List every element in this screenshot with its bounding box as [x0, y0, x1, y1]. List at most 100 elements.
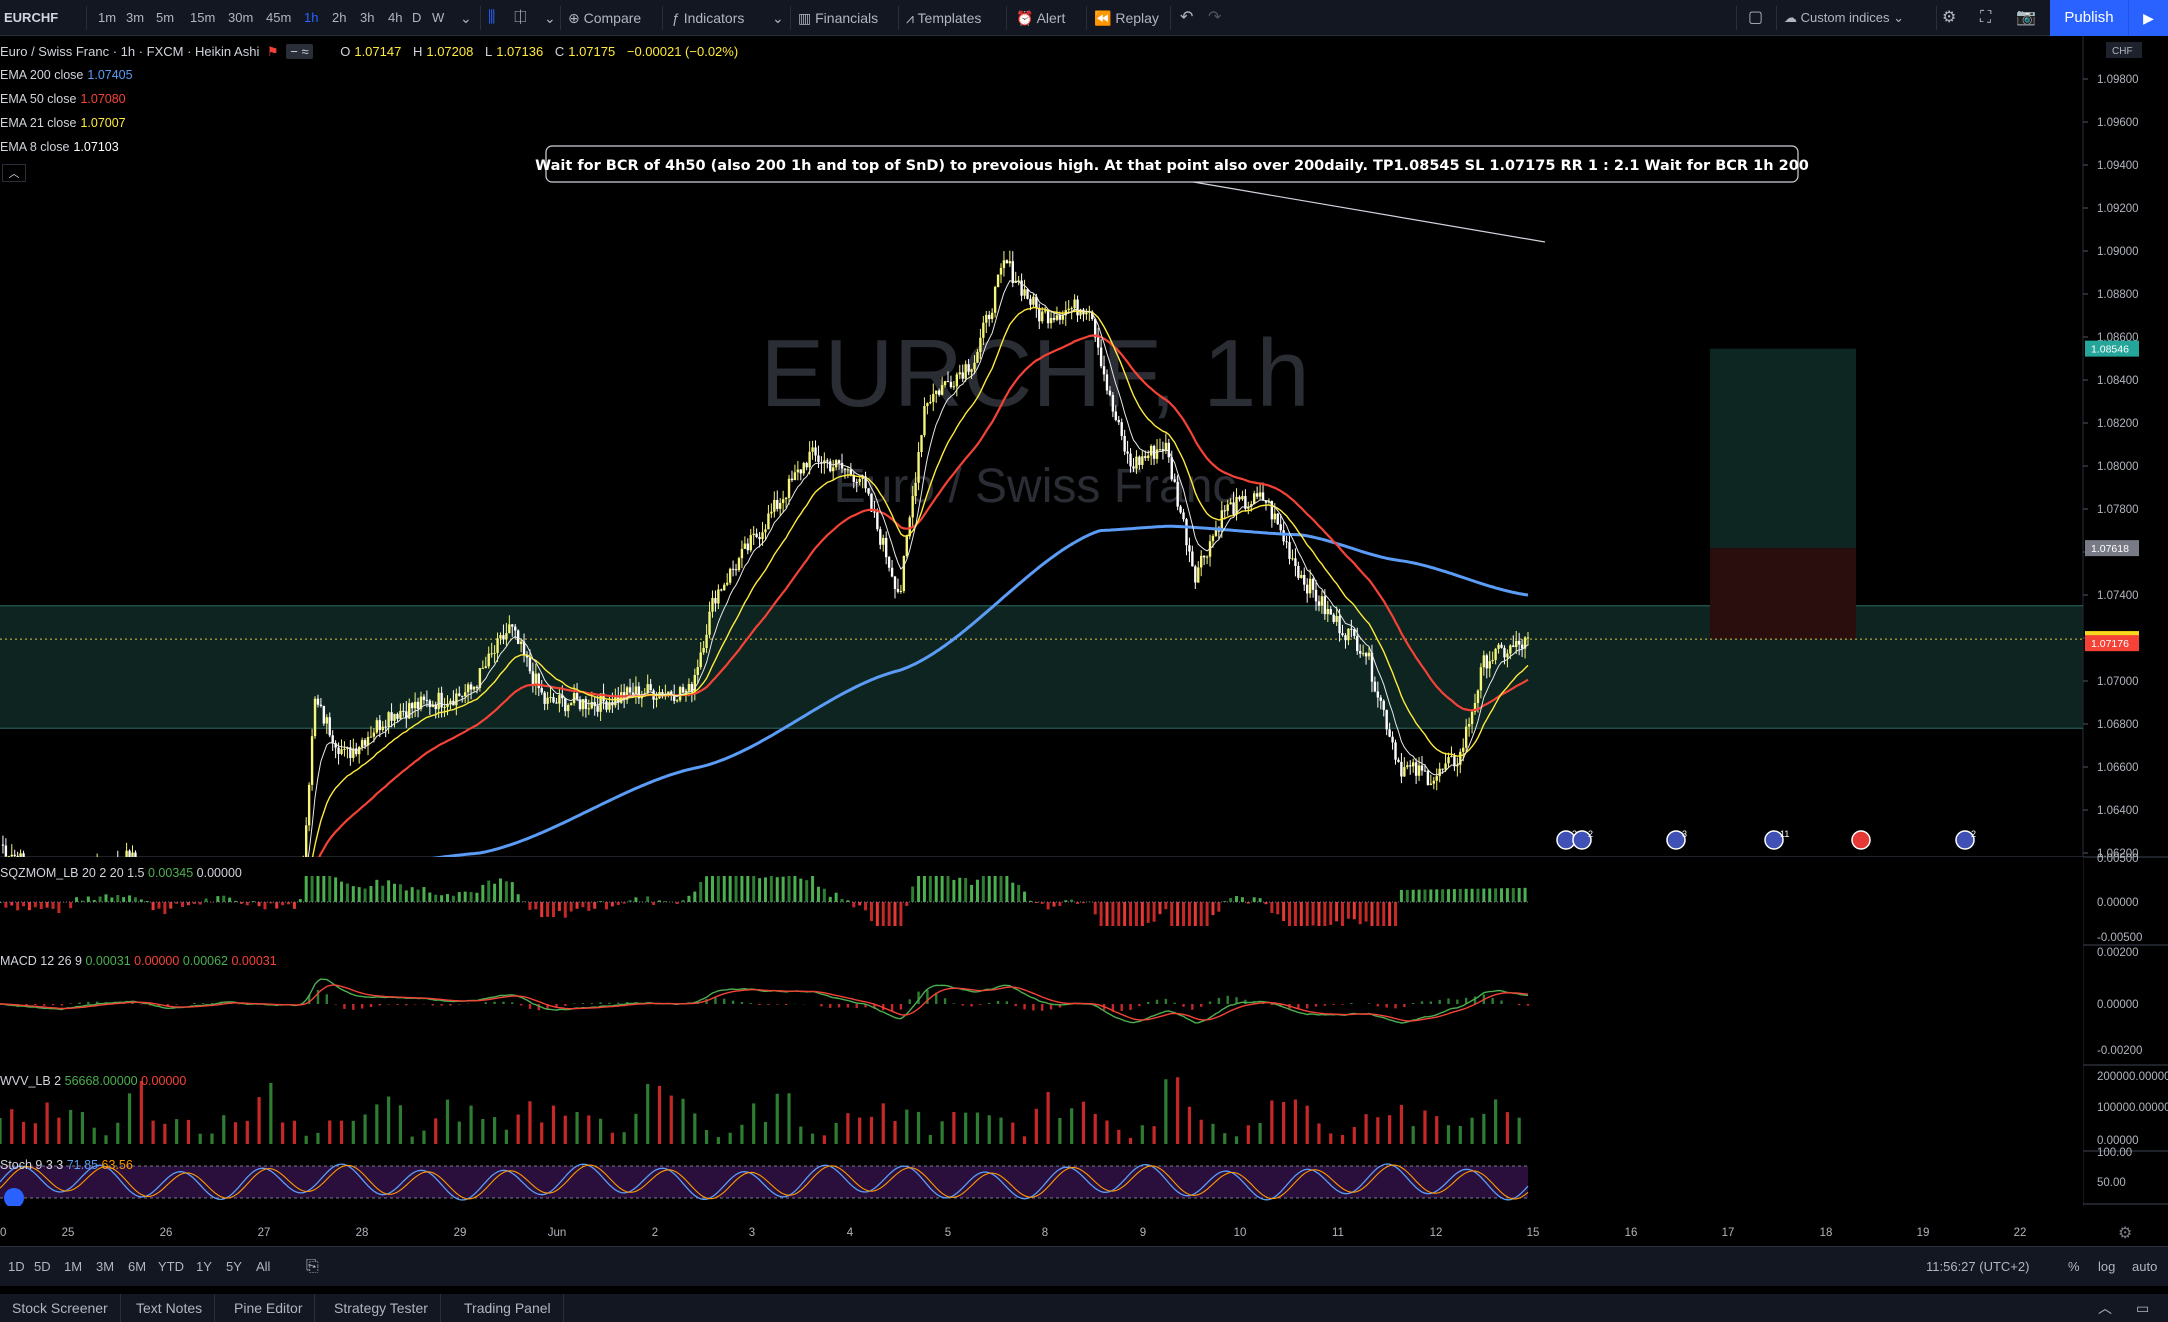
- play-circle-icon[interactable]: ▶: [2128, 0, 2168, 36]
- auto-toggle[interactable]: auto: [2132, 1259, 2158, 1274]
- ema50-legend[interactable]: EMA 50 close 1.07080: [0, 92, 130, 106]
- interval-button[interactable]: D: [412, 10, 422, 25]
- interval-button[interactable]: W: [432, 10, 445, 25]
- candle-body: [355, 748, 358, 755]
- candle-body: [764, 529, 767, 533]
- clock-readout[interactable]: 11:56:27 (UTC+2): [1926, 1259, 2030, 1274]
- range-button[interactable]: All: [256, 1259, 271, 1274]
- candle-body: [867, 488, 870, 494]
- candle-body: [1197, 567, 1200, 583]
- wvv-bar: [222, 1115, 226, 1144]
- wvv-bar: [422, 1130, 426, 1144]
- range-button[interactable]: 5D: [34, 1259, 51, 1274]
- camera-icon[interactable]: 📷: [2016, 9, 2036, 26]
- bottom-tab[interactable]: Text Notes: [124, 1294, 216, 1322]
- compare-button[interactable]: ⊕ Compare: [568, 0, 641, 36]
- range-button[interactable]: YTD: [158, 1259, 184, 1274]
- percent-toggle[interactable]: %: [2068, 1259, 2080, 1274]
- log-toggle[interactable]: log: [2098, 1259, 2116, 1274]
- calendar-icon[interactable]: ⎘: [306, 1258, 319, 1275]
- candle-body: [422, 696, 426, 700]
- ema8-legend[interactable]: EMA 8 close 1.07103: [0, 140, 123, 154]
- sqz-bar: [1176, 902, 1180, 926]
- candle-body: [1503, 647, 1506, 658]
- legend-toggle-icon[interactable]: ︿: [2, 164, 26, 182]
- range-button[interactable]: 3M: [96, 1259, 115, 1274]
- financials-button[interactable]: ▥ Financials: [798, 0, 878, 36]
- bottom-tab[interactable]: Strategy Tester: [322, 1294, 441, 1322]
- bottom-tab[interactable]: Stock Screener: [0, 1294, 121, 1322]
- indicators-label: Indicators: [683, 10, 745, 26]
- indicators-dropdown-icon[interactable]: ⌄: [772, 10, 784, 26]
- candle-body: [1420, 765, 1424, 771]
- ema200-legend[interactable]: EMA 200 close 1.07405: [0, 68, 137, 82]
- sqz-bar: [610, 902, 614, 907]
- bar-style-icon[interactable]: ⫼: [488, 9, 496, 26]
- macd-tick-label: -0.00200: [2097, 1045, 2142, 1057]
- wvv-bar: [952, 1112, 956, 1144]
- stoch-legend[interactable]: Stoch 9 3 3 71.85 63.56: [0, 1158, 133, 1172]
- candle-body: [428, 700, 432, 708]
- sqz-bar: [534, 902, 538, 910]
- interval-button[interactable]: 5m: [156, 10, 175, 25]
- interval-button[interactable]: 30m: [228, 10, 254, 25]
- sqz-bar: [1276, 902, 1280, 915]
- range-button[interactable]: 1D: [8, 1259, 25, 1274]
- range-button[interactable]: 5Y: [226, 1259, 242, 1274]
- alert-button[interactable]: ⏰ Alert: [1016, 0, 1065, 36]
- candle-body: [1350, 628, 1353, 630]
- fullscreen-icon[interactable]: ⛶: [1980, 9, 1992, 26]
- callout-text[interactable]: Wait for BCR of 4h50 (also 200 1h and to…: [535, 158, 1809, 174]
- replay-button[interactable]: ⏪ Replay: [1094, 0, 1159, 36]
- symbol-search[interactable]: EURCHF: [4, 10, 59, 25]
- interval-button[interactable]: 4h: [388, 10, 403, 25]
- settings-gear-icon[interactable]: ⚙: [2118, 1225, 2132, 1242]
- interval-button[interactable]: 3m: [126, 10, 145, 25]
- legend-collapse-icon[interactable]: − ≈: [286, 44, 313, 59]
- ema21-legend[interactable]: EMA 21 close 1.07007: [0, 116, 130, 130]
- interval-button[interactable]: 1h: [304, 10, 319, 25]
- range-button[interactable]: 1Y: [196, 1259, 212, 1274]
- interval-button[interactable]: 3h: [360, 10, 375, 25]
- chart-area[interactable]: EURCHF, 1h Euro / Swiss Franc Wait for BCR…: [0, 36, 2168, 1246]
- interval-button[interactable]: 45m: [266, 10, 292, 25]
- publish-button[interactable]: Publish: [2050, 0, 2128, 36]
- range-button[interactable]: 6M: [128, 1259, 147, 1274]
- bottom-tab[interactable]: Pine Editor: [222, 1294, 316, 1322]
- maximize-panel-icon[interactable]: ▭: [2136, 1300, 2150, 1316]
- interval-button[interactable]: 15m: [190, 10, 216, 25]
- range-button[interactable]: 1M: [64, 1259, 83, 1274]
- undo-icon[interactable]: ↶: [1180, 9, 1194, 26]
- main-series-legend[interactable]: Euro / Swiss Franc · 1h · FXCM · Heikin …: [0, 44, 742, 60]
- gear-icon[interactable]: ⚙: [1942, 9, 1957, 26]
- candle-body: [1406, 765, 1409, 768]
- candle-body: [770, 511, 773, 514]
- candle-body: [1135, 456, 1138, 469]
- chart-type-dropdown-icon[interactable]: ⌄: [544, 10, 556, 26]
- indicators-button[interactable]: ƒ Indicators: [672, 0, 744, 36]
- interval-dropdown-icon[interactable]: ⌄: [460, 10, 472, 26]
- wvv-legend[interactable]: WVV_LB 2 56668.00000 0.00000: [0, 1074, 186, 1088]
- wvv-bar: [1305, 1105, 1309, 1144]
- layout-icon[interactable]: ▢: [1748, 9, 1764, 26]
- interval-button[interactable]: 2h: [332, 10, 347, 25]
- candle-body: [675, 700, 679, 702]
- chart-type-icon[interactable]: ⎅: [514, 9, 527, 26]
- chart-canvas[interactable]: EURCHF, 1h Euro / Swiss Franc Wait for BCR…: [0, 36, 2168, 1246]
- sqz-legend[interactable]: SQZMOM_LB 20 2 20 1.5 0.00345 0.00000: [0, 866, 242, 880]
- sqz-bar: [1458, 888, 1462, 902]
- entry-price-tag-box: [2085, 540, 2139, 557]
- bottom-tab[interactable]: Trading Panel: [452, 1294, 564, 1322]
- templates-button[interactable]: ⩘ Templates: [906, 0, 981, 36]
- chevron-up-icon[interactable]: ︿: [2098, 1300, 2112, 1316]
- candle-body: [655, 698, 658, 700]
- flag-icon[interactable]: ⚑: [266, 44, 279, 59]
- sqz-bar: [181, 902, 185, 907]
- macd-legend[interactable]: MACD 12 26 9 0.00031 0.00000 0.00062 0.0…: [0, 954, 277, 968]
- interval-button[interactable]: 1m: [98, 10, 117, 25]
- custom-indices-button[interactable]: ☁ Custom indices ⌄: [1784, 10, 1905, 25]
- redo-icon[interactable]: ↷: [1208, 9, 1222, 26]
- sqz-bar: [869, 902, 873, 922]
- sqz-bar: [1093, 902, 1097, 915]
- candle-body: [1244, 495, 1247, 509]
